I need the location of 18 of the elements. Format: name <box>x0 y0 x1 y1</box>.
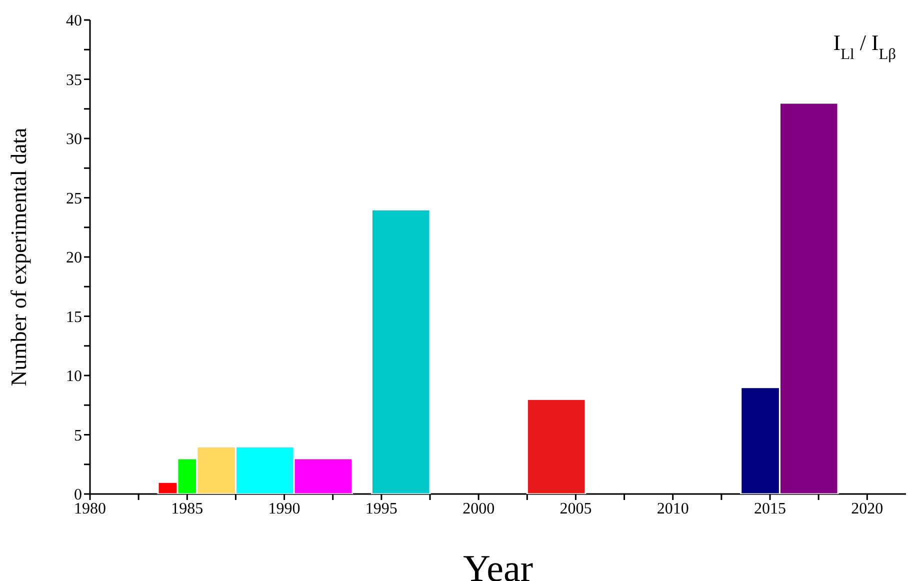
y-tick-label: 30 <box>66 131 82 148</box>
annotation: I$_{Ll}$ / I$_{Lβ}$ <box>833 30 896 62</box>
y-tick-label: 5 <box>74 427 82 444</box>
x-tick-label: 1985 <box>171 500 204 518</box>
x-tick-label: 2000 <box>462 500 495 518</box>
x-tick-label: 2015 <box>754 500 786 518</box>
x-tick-label: 1995 <box>365 500 398 518</box>
y-tick-label: 40 <box>66 12 82 30</box>
x-tick-label: 2005 <box>560 500 592 518</box>
x-tick-label: 2020 <box>851 500 884 518</box>
x-tick-label: 2010 <box>656 500 689 518</box>
y-tick-label: 20 <box>66 250 82 267</box>
x-tick-label: 1990 <box>268 500 300 518</box>
y-tick-label: 25 <box>66 190 82 208</box>
y-axis-title: Number of experimental data <box>6 128 31 386</box>
y-tick-label: 35 <box>66 72 82 89</box>
y-tick-label: 15 <box>66 308 82 326</box>
y-tick-label: 10 <box>66 368 82 386</box>
